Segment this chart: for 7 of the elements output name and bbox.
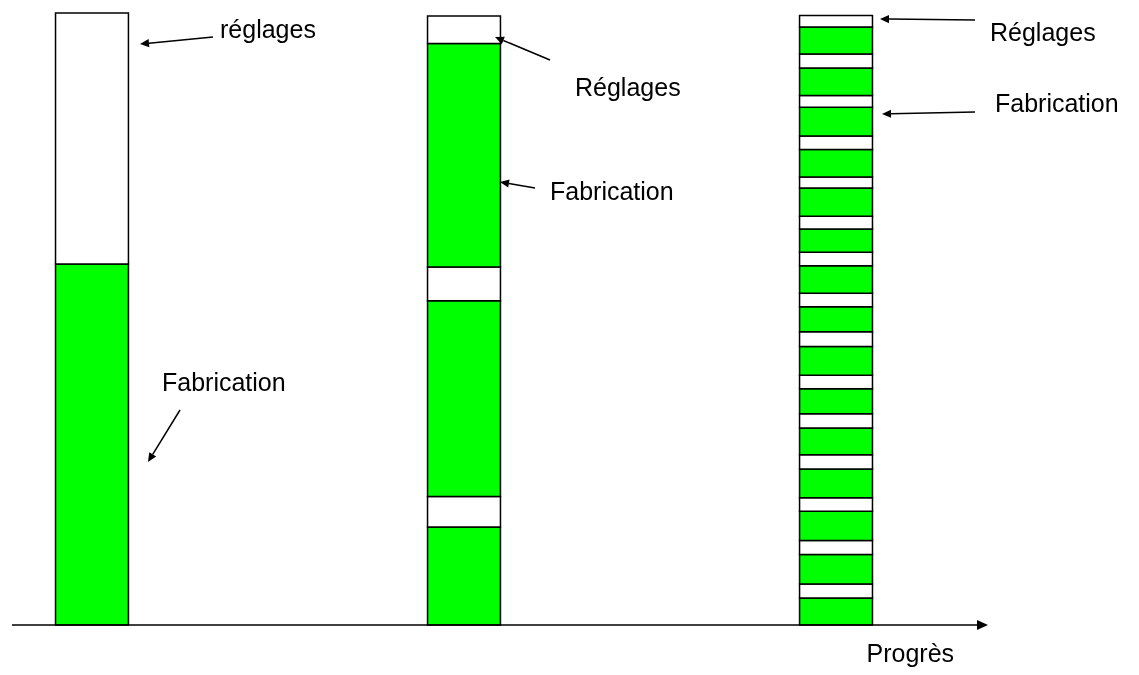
text: Réglages [990, 18, 1096, 46]
annotation: Fabrication [162, 368, 286, 396]
annotation: réglages [220, 15, 316, 43]
x-axis-title: Progrès [866, 638, 955, 667]
annotation: Fabrication [550, 177, 674, 205]
annotation: Réglages [575, 73, 681, 101]
text: Fabrication [995, 89, 1119, 117]
